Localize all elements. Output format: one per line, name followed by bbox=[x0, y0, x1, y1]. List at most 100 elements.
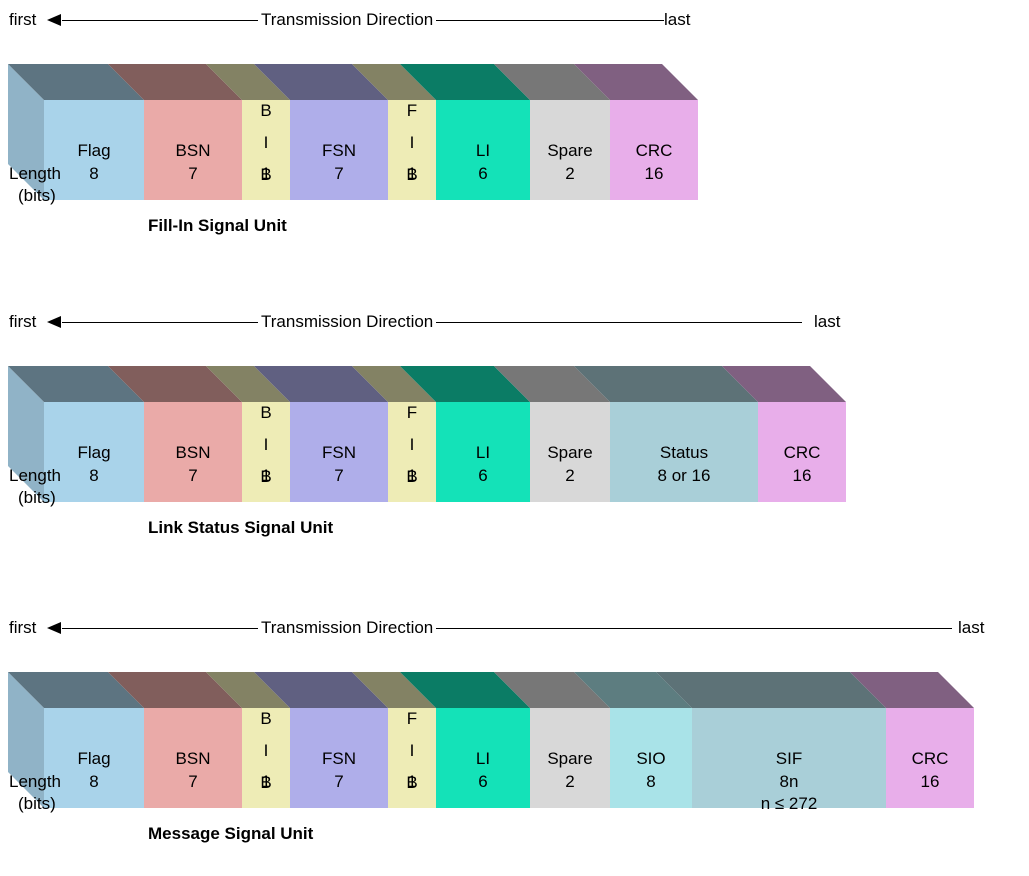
direction-label: Transmission Direction bbox=[258, 310, 437, 334]
field-label-line: I bbox=[410, 741, 415, 760]
field-label: FSN bbox=[322, 443, 356, 462]
field-label-line: B bbox=[260, 467, 271, 486]
field-bib bbox=[242, 402, 290, 502]
field-top-flag bbox=[8, 366, 144, 402]
direction-label: Transmission Direction bbox=[258, 8, 437, 32]
field-li bbox=[436, 100, 530, 200]
bit-length-value: 6 bbox=[478, 466, 488, 485]
field-label-line: F bbox=[407, 709, 417, 728]
fill-in-signal-unit: first Transmission Direction last Flag BS… bbox=[0, 8, 1029, 268]
direction-arrow-line bbox=[62, 628, 952, 629]
field-label-line: B bbox=[260, 165, 271, 184]
bit-length-value: 1 bbox=[261, 772, 271, 791]
field-label-line: I bbox=[264, 741, 269, 760]
field-top-bib bbox=[206, 64, 290, 100]
field-fsn bbox=[290, 402, 388, 502]
field-label-line: F bbox=[407, 403, 417, 422]
field-label: LI bbox=[476, 749, 490, 768]
field-label: LI bbox=[476, 443, 490, 462]
bit-length-value: 2 bbox=[565, 772, 575, 791]
field-label: BSN bbox=[176, 443, 211, 462]
bit-length-value: 7 bbox=[334, 466, 344, 485]
field-top-bsn bbox=[108, 366, 242, 402]
field-bsn bbox=[144, 100, 242, 200]
field-label: Spare bbox=[547, 749, 592, 768]
bit-length-value: n ≤ 272 bbox=[760, 794, 818, 813]
field-top-fib bbox=[352, 672, 436, 708]
bit-length-value: 7 bbox=[334, 772, 344, 791]
field-label-line: I bbox=[410, 435, 415, 454]
band-left-side bbox=[8, 64, 44, 200]
unit-caption: Fill-In Signal Unit bbox=[148, 216, 287, 235]
link-status-signal-unit: first Transmission Direction last Flag BS… bbox=[0, 310, 1029, 570]
field-top-fib bbox=[352, 366, 436, 402]
field-label-line: I bbox=[264, 435, 269, 454]
field-bib bbox=[242, 708, 290, 808]
bit-length-value: 8 or 16 bbox=[657, 466, 711, 485]
field-label: FSN bbox=[322, 749, 356, 768]
field-top-li bbox=[400, 672, 530, 708]
field-label: BSN bbox=[176, 141, 211, 160]
field-label-line: B bbox=[260, 403, 271, 422]
field-top-fsn bbox=[254, 672, 388, 708]
field-label: FSN bbox=[322, 141, 356, 160]
field-label: Spare bbox=[547, 141, 592, 160]
field-top-spare bbox=[494, 64, 610, 100]
bit-length-value: 7 bbox=[188, 466, 198, 485]
last-label: last bbox=[814, 310, 841, 334]
field-top-bsn bbox=[108, 64, 242, 100]
unit-caption: Link Status Signal Unit bbox=[148, 518, 334, 537]
bit-length-value: 8 bbox=[89, 164, 99, 183]
field-top-spare bbox=[494, 672, 610, 708]
field-top-fsn bbox=[254, 366, 388, 402]
first-label: first bbox=[9, 310, 37, 334]
field-top-li bbox=[400, 366, 530, 402]
bits-label: (bits) bbox=[18, 488, 56, 507]
arrow-left-icon bbox=[47, 316, 61, 328]
length-label: Length bbox=[9, 772, 61, 791]
field-label-line: B bbox=[260, 709, 271, 728]
field-label-line: I bbox=[264, 133, 269, 152]
bit-length-value: 16 bbox=[920, 772, 940, 791]
field-label: Flag bbox=[77, 443, 110, 462]
field-top-crc bbox=[574, 64, 698, 100]
length-label: Length bbox=[9, 466, 61, 485]
bit-length-value: 16 bbox=[792, 466, 812, 485]
field-fsn bbox=[290, 708, 388, 808]
field-spare bbox=[530, 402, 610, 502]
field-top-flag bbox=[8, 64, 144, 100]
field-fib bbox=[388, 708, 436, 808]
bit-length-value: 7 bbox=[188, 772, 198, 791]
band-left-side bbox=[8, 672, 44, 808]
field-flag bbox=[44, 708, 144, 808]
bit-length-value: 1 bbox=[407, 466, 417, 485]
bit-length-value: 7 bbox=[334, 164, 344, 183]
band-left-side bbox=[8, 366, 44, 502]
unit-caption: Message Signal Unit bbox=[148, 824, 314, 843]
bit-length-value: 8 bbox=[89, 772, 99, 791]
field-top-sio bbox=[574, 672, 692, 708]
last-label: last bbox=[664, 8, 691, 32]
ss7-signal-units-diagram: { "direction": { "first_label": "first",… bbox=[0, 8, 1029, 843]
field-top-bsn bbox=[108, 672, 242, 708]
field-bib bbox=[242, 100, 290, 200]
bit-length-value: 1 bbox=[407, 772, 417, 791]
bit-length-value: 2 bbox=[565, 466, 575, 485]
field-label-line: B bbox=[260, 773, 271, 792]
first-label: first bbox=[9, 8, 37, 32]
field-top-fsn bbox=[254, 64, 388, 100]
field-crc bbox=[758, 402, 846, 502]
field-top-bib bbox=[206, 366, 290, 402]
bits-label: (bits) bbox=[18, 186, 56, 205]
field-label: Flag bbox=[77, 141, 110, 160]
field-label-line: B bbox=[406, 165, 417, 184]
field-label: Status bbox=[660, 443, 708, 462]
bit-length-value: 8 bbox=[89, 466, 99, 485]
bit-length-value: 1 bbox=[407, 164, 417, 183]
field-label: SIO bbox=[636, 749, 665, 768]
bits-label: (bits) bbox=[18, 794, 56, 813]
field-spare bbox=[530, 708, 610, 808]
field-sif bbox=[692, 708, 886, 808]
